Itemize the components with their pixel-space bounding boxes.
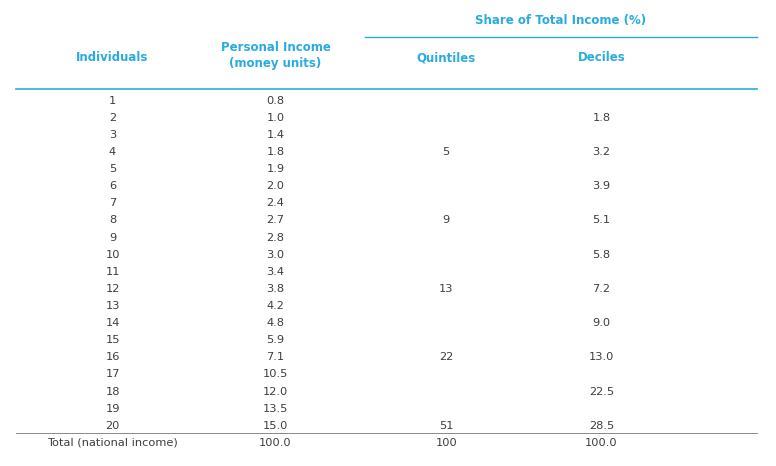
Text: 10: 10: [106, 250, 120, 260]
Text: 1.0: 1.0: [266, 113, 285, 123]
Text: 5: 5: [442, 147, 450, 157]
Text: 1.8: 1.8: [592, 113, 611, 123]
Text: Quintiles: Quintiles: [417, 51, 476, 64]
Text: Share of Total Income (%): Share of Total Income (%): [475, 14, 646, 27]
Text: 9: 9: [442, 215, 450, 226]
Text: 7.2: 7.2: [592, 284, 611, 294]
Text: 1: 1: [109, 96, 116, 105]
Text: 10.5: 10.5: [263, 370, 288, 379]
Text: 4: 4: [109, 147, 116, 157]
Text: 11: 11: [106, 267, 120, 277]
Text: 100: 100: [435, 438, 457, 448]
Text: 15: 15: [106, 335, 120, 345]
Text: 7: 7: [109, 198, 116, 208]
Text: 13.5: 13.5: [263, 404, 288, 414]
Text: 5.8: 5.8: [592, 250, 611, 260]
Text: 0.8: 0.8: [266, 96, 285, 105]
Text: 12: 12: [106, 284, 120, 294]
Text: 4.8: 4.8: [266, 318, 285, 328]
Text: 20: 20: [106, 421, 120, 431]
Text: 1.4: 1.4: [266, 130, 285, 140]
Text: 100.0: 100.0: [259, 438, 292, 448]
Text: 22.5: 22.5: [589, 387, 614, 397]
Text: 14: 14: [106, 318, 120, 328]
Text: Total (national income): Total (national income): [47, 438, 178, 448]
Text: 3.8: 3.8: [266, 284, 285, 294]
Text: 5.1: 5.1: [592, 215, 611, 226]
Text: 2: 2: [109, 113, 116, 123]
Text: 51: 51: [439, 421, 453, 431]
Text: 3.4: 3.4: [266, 267, 285, 277]
Text: 13.0: 13.0: [589, 352, 614, 363]
Text: 16: 16: [106, 352, 120, 363]
Text: 22: 22: [439, 352, 453, 363]
Text: 18: 18: [106, 387, 120, 397]
Text: 7.1: 7.1: [266, 352, 285, 363]
Text: 3: 3: [109, 130, 116, 140]
Text: Personal Income
(money units): Personal Income (money units): [220, 41, 331, 70]
Text: 3.0: 3.0: [266, 250, 285, 260]
Text: 12.0: 12.0: [263, 387, 288, 397]
Text: 13: 13: [439, 284, 453, 294]
Text: 3.9: 3.9: [592, 181, 611, 191]
Text: 3.2: 3.2: [592, 147, 611, 157]
Text: Deciles: Deciles: [577, 51, 625, 64]
Text: 1.9: 1.9: [266, 164, 285, 174]
Text: Individuals: Individuals: [76, 51, 149, 64]
Text: 2.8: 2.8: [266, 233, 285, 242]
Text: 6: 6: [109, 181, 116, 191]
Text: 5: 5: [109, 164, 116, 174]
Text: 28.5: 28.5: [589, 421, 614, 431]
Text: 9.0: 9.0: [592, 318, 611, 328]
Text: 2.0: 2.0: [266, 181, 285, 191]
Text: 15.0: 15.0: [263, 421, 288, 431]
Text: 19: 19: [106, 404, 120, 414]
Text: 2.7: 2.7: [266, 215, 285, 226]
Text: 5.9: 5.9: [266, 335, 285, 345]
Text: 8: 8: [109, 215, 116, 226]
Text: 9: 9: [109, 233, 116, 242]
Text: 13: 13: [106, 301, 120, 311]
Text: 100.0: 100.0: [585, 438, 618, 448]
Text: 1.8: 1.8: [266, 147, 285, 157]
Text: 4.2: 4.2: [266, 301, 285, 311]
Text: 2.4: 2.4: [266, 198, 285, 208]
Text: 17: 17: [106, 370, 120, 379]
